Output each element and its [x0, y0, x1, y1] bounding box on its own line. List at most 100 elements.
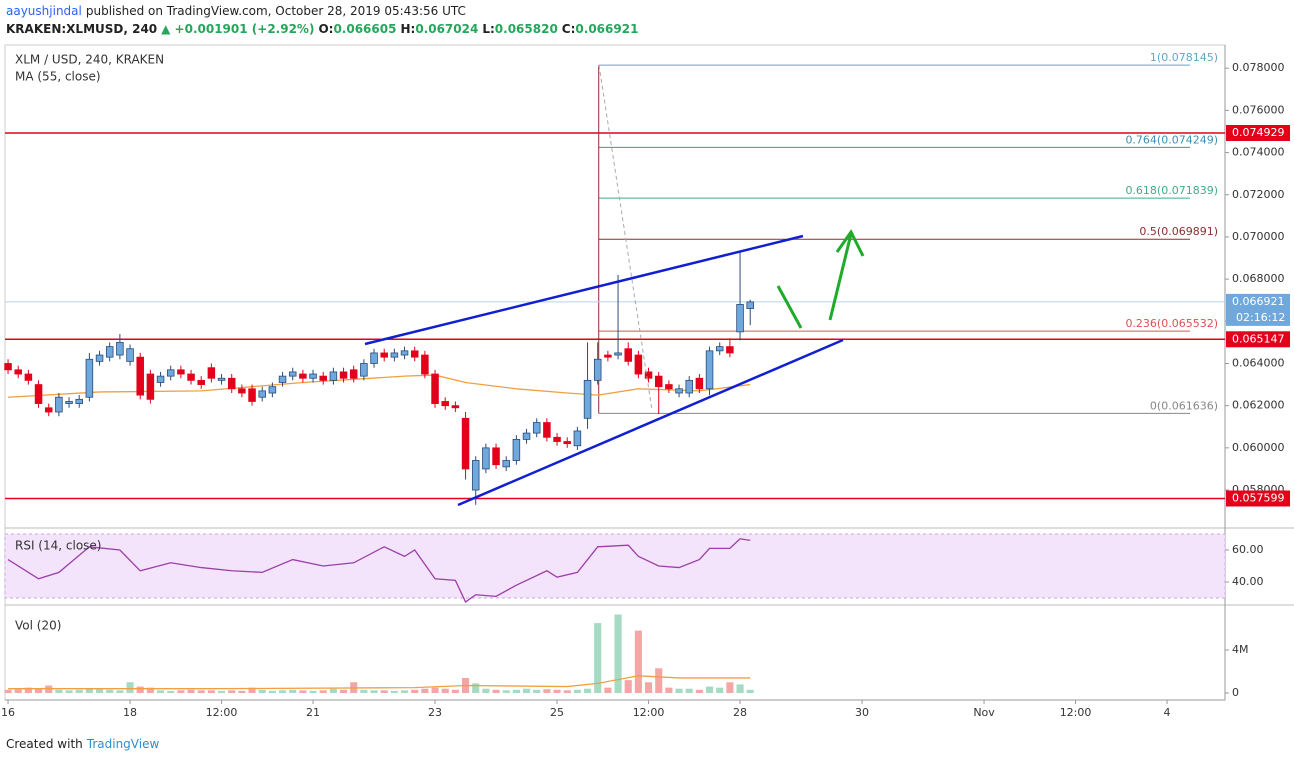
volume-bar [197, 690, 205, 694]
last-price-box [1226, 293, 1290, 326]
volume-bar [268, 690, 276, 694]
volume-bar [177, 690, 185, 694]
rsi-band [4, 533, 1226, 599]
y-tick-label: 40.00 [1232, 575, 1264, 588]
arrow [828, 233, 853, 321]
volume-bar [278, 690, 287, 694]
volume-bar [207, 690, 215, 694]
candle-body [390, 352, 399, 358]
volume-bar [665, 687, 673, 694]
volume-bar [14, 689, 22, 694]
volume-bar [34, 688, 43, 694]
volume-bar [65, 690, 73, 694]
header-line: KRAKEN:XLMUSD, 240 ▲ +0.001901 (+2.92%) O:… [6, 22, 642, 36]
trend-line [457, 338, 844, 507]
volume-bar [258, 689, 266, 694]
fib-label: 0.764(0.074249) [1125, 133, 1218, 146]
candle-body [116, 341, 124, 356]
volume-bar [85, 688, 93, 694]
volume-bar [106, 689, 114, 694]
x-tick-label: Nov [973, 706, 995, 719]
volume-bar [360, 689, 368, 694]
volume-bar [126, 682, 134, 694]
y-tick-label: 0.074000 [1232, 146, 1285, 159]
volume-bar [431, 687, 439, 694]
volume-bar [55, 689, 63, 694]
volume-bar [614, 614, 622, 694]
volume-bar [248, 687, 256, 694]
candle-body [502, 460, 510, 468]
volume-bar [543, 689, 551, 694]
candle-body [431, 373, 439, 404]
candle-body [166, 369, 175, 377]
arrow [776, 285, 803, 329]
x-tick-label: 12:00 [1060, 706, 1092, 719]
candle-body [410, 350, 419, 358]
candle-body [207, 367, 216, 379]
candle-body [85, 358, 94, 398]
volume-bar [217, 690, 226, 694]
candle-body [156, 375, 165, 383]
candle-body [675, 388, 683, 394]
candle-body [512, 439, 521, 461]
ohlc-key: H: [400, 22, 416, 36]
candle-body [583, 379, 592, 419]
volume-bar [329, 688, 337, 694]
candle-body [543, 422, 551, 438]
candle-body [593, 358, 602, 381]
footer-brand: TradingView [86, 737, 160, 751]
header-line: aayushjindal published on TradingView.com… [6, 4, 470, 18]
candle-body [44, 407, 53, 413]
candle-body [95, 354, 104, 362]
ohlc-key: L: [482, 22, 495, 36]
volume-bar [24, 687, 32, 694]
ohlc-value: 0.067024 [415, 22, 479, 36]
candle-body [248, 388, 256, 402]
candle-body [197, 379, 205, 385]
candle-body [238, 388, 246, 394]
candle-body [736, 304, 744, 333]
candle-body [634, 354, 643, 375]
x-tick-label: 16 [1, 706, 15, 719]
candle-body [532, 422, 541, 434]
ohlc-key: O: [318, 22, 334, 36]
candle-body [563, 441, 571, 445]
candle-body [604, 354, 612, 358]
candle-body [522, 432, 531, 440]
level-label-box [1226, 331, 1290, 348]
candle-body [492, 447, 500, 466]
volume-bar [146, 687, 154, 694]
plot-frame [4, 44, 1226, 701]
candle-body [278, 375, 287, 383]
candle-body [65, 401, 73, 404]
candle-body [573, 430, 582, 447]
volume-bar [4, 689, 12, 694]
volume-bar [685, 688, 693, 694]
candle-body [34, 384, 43, 404]
candle-body [654, 375, 663, 388]
rsi-legend: RSI (14, close) [15, 539, 101, 553]
x-tick-label: 4 [1164, 706, 1171, 719]
volume-bar [624, 680, 632, 694]
volume-bar [299, 690, 307, 694]
volume-bar [716, 687, 724, 694]
ohlc-value: 0.066921 [575, 22, 639, 36]
candle-body [380, 352, 388, 358]
volume-bar [594, 623, 602, 694]
level-label: 0.065147 [1232, 332, 1285, 345]
candle-body [421, 354, 429, 375]
candle-body [329, 371, 338, 381]
y-tick-label: 0.072000 [1232, 188, 1285, 201]
volume-bar [655, 668, 663, 694]
fib-label: 0(0.061636) [1150, 399, 1218, 412]
volume-bar [451, 689, 459, 694]
volume-bar [116, 690, 124, 694]
candle-body [614, 352, 622, 356]
volume-bar [705, 686, 714, 694]
volume-bar [644, 682, 653, 694]
candle-body [715, 346, 724, 352]
volume-bar [675, 688, 683, 694]
x-tick-label: 23 [428, 706, 442, 719]
candle-body [400, 350, 409, 356]
